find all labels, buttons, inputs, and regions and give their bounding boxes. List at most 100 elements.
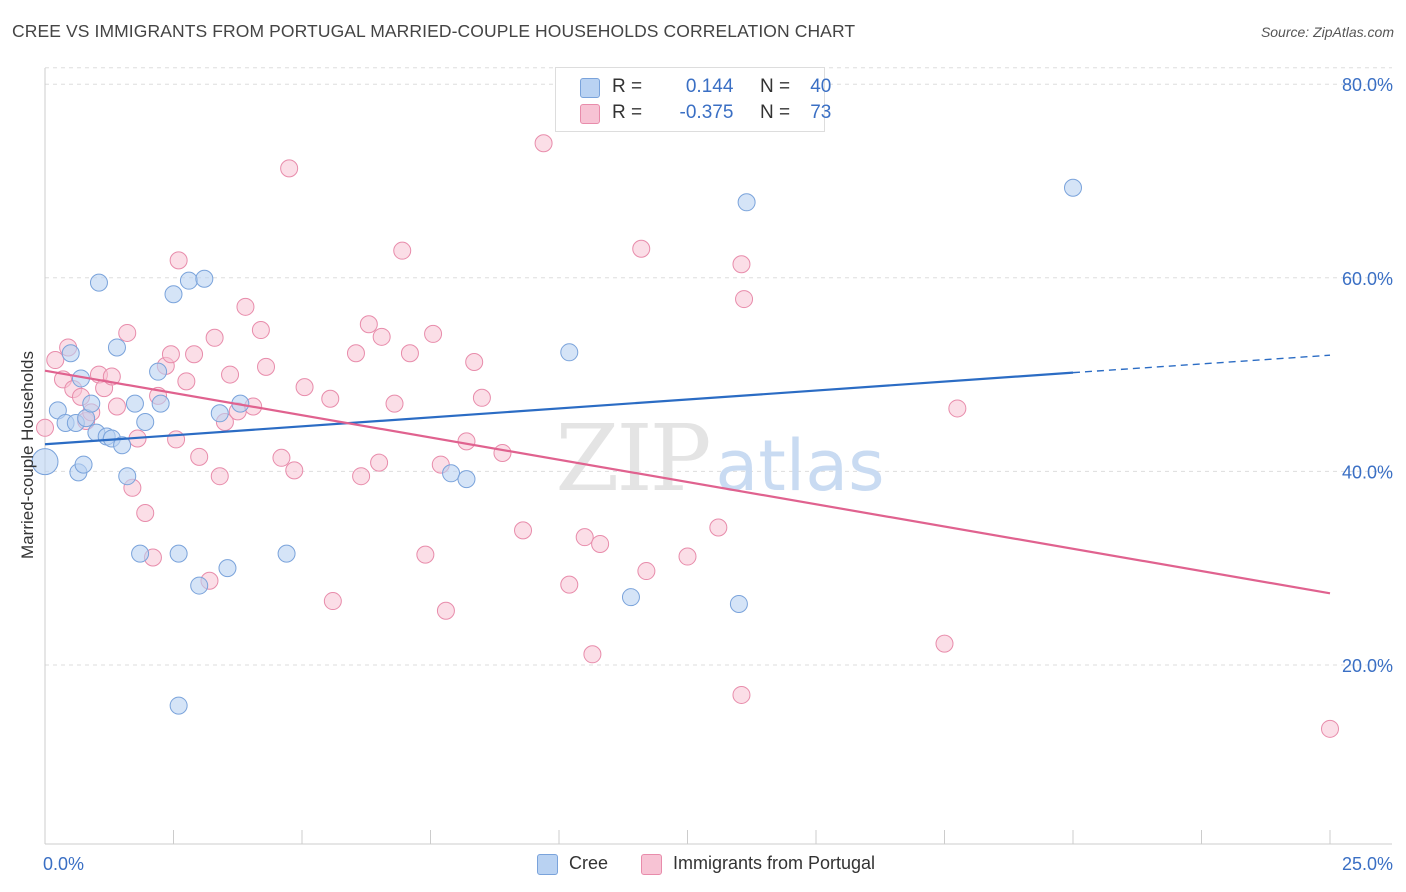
trend-lines — [44, 354, 1331, 595]
n-value: 40 — [810, 76, 832, 97]
portugal-point — [1321, 719, 1339, 738]
portugal-point — [457, 432, 476, 451]
portugal-swatch — [641, 854, 662, 875]
portugal-point — [136, 503, 155, 522]
cree-point — [210, 404, 229, 423]
portugal-point — [118, 323, 137, 342]
portugal-point — [272, 448, 291, 467]
r-value: -0.375 — [679, 102, 734, 123]
y-tick-label: 80.0% — [1342, 75, 1393, 95]
cree-point — [737, 193, 756, 212]
cree-point — [457, 470, 476, 489]
portugal-point — [251, 321, 270, 340]
r-label: R = — [612, 102, 643, 123]
correlation-legend: R = 0.144 N = 40 R = -0.375 N = 73 — [555, 67, 831, 132]
n-value: 73 — [810, 102, 832, 123]
cree-trend-extension — [1072, 354, 1331, 374]
cree-trend-line — [44, 371, 1074, 446]
n-label: N = — [759, 102, 791, 123]
portugal-point — [185, 345, 204, 364]
portugal-point — [575, 528, 594, 547]
portugal-point — [190, 447, 209, 466]
portugal-point — [678, 547, 697, 566]
cree-point — [61, 344, 80, 363]
portugal-point — [591, 534, 610, 553]
portugal-point — [257, 357, 276, 376]
cree-point — [74, 455, 93, 474]
portugal-point — [534, 134, 553, 153]
portugal-point — [295, 378, 314, 397]
cree-point — [169, 696, 188, 715]
cree-point — [151, 394, 170, 413]
y-tick-label: 60.0% — [1342, 269, 1393, 289]
portugal-point — [632, 239, 651, 258]
portugal-point — [935, 634, 954, 653]
cree-point — [125, 394, 144, 413]
cree-point — [218, 559, 237, 578]
portugal-point — [424, 324, 443, 343]
portugal-point — [236, 297, 255, 316]
tick-labels: 20.0% 40.0% 60.0% 80.0% 0.0% 25.0% — [43, 75, 1393, 874]
cree-point — [82, 394, 101, 413]
portugal-point — [637, 562, 656, 581]
gridlines — [45, 67, 1392, 666]
portugal-swatch — [580, 104, 600, 124]
portugal-point — [514, 521, 533, 540]
cree-point — [31, 448, 59, 476]
y-tick-label: 20.0% — [1342, 656, 1393, 676]
portugal-point — [177, 372, 196, 391]
watermark: ZIP atlas — [555, 405, 884, 512]
portugal-point — [169, 251, 188, 270]
watermark-atlas: atlas — [715, 425, 884, 507]
portugal-point — [221, 365, 240, 384]
cree-point — [442, 464, 461, 483]
portugal-point — [560, 575, 579, 594]
portugal-point — [205, 328, 224, 347]
y-tick-label: 40.0% — [1342, 462, 1393, 482]
source-label: Source: ZipAtlas.com — [1260, 24, 1394, 40]
portugal-point — [36, 418, 54, 437]
portugal-point — [346, 344, 365, 363]
portugal-point — [472, 388, 491, 407]
portugal-point — [352, 467, 371, 486]
x-tick-label: 0.0% — [43, 854, 84, 874]
cree-point — [560, 343, 579, 362]
r-value: 0.144 — [685, 76, 734, 97]
cree-point — [164, 285, 183, 304]
portugal-point — [385, 394, 404, 413]
portugal-point — [393, 241, 412, 260]
portugal-point — [107, 397, 126, 416]
cree-point — [113, 436, 132, 455]
cree-point — [195, 269, 214, 288]
portugal-point — [167, 430, 186, 449]
cree-point — [190, 576, 209, 595]
cree-point — [118, 467, 137, 486]
cree-point — [89, 273, 108, 292]
portugal-point — [323, 592, 342, 611]
portugal-point — [732, 685, 751, 704]
chart-title: CREE VS IMMIGRANTS FROM PORTUGAL MARRIED… — [12, 21, 856, 41]
portugal-point — [709, 518, 728, 537]
portugal-point — [372, 327, 391, 346]
portugal-point — [400, 344, 419, 363]
portugal-point — [465, 352, 484, 371]
cree-point — [277, 544, 296, 563]
portugal-points — [36, 134, 1339, 738]
cree-point — [107, 338, 126, 357]
portugal-point — [161, 345, 180, 364]
portugal-point — [416, 545, 435, 564]
portugal-point — [948, 399, 967, 418]
cree-swatch — [537, 854, 558, 875]
cree-point — [149, 362, 168, 381]
cree-point — [169, 544, 188, 563]
portugal-point — [436, 601, 455, 620]
portugal-point — [46, 351, 65, 370]
watermark-zip: ZIP — [555, 405, 708, 512]
portugal-point — [583, 645, 602, 664]
r-label: R = — [612, 76, 643, 97]
legend-text: R = 0.144 N = 40 — [612, 76, 831, 98]
cree-point — [131, 544, 150, 563]
cree-point — [729, 594, 748, 613]
cree-point — [136, 412, 155, 431]
